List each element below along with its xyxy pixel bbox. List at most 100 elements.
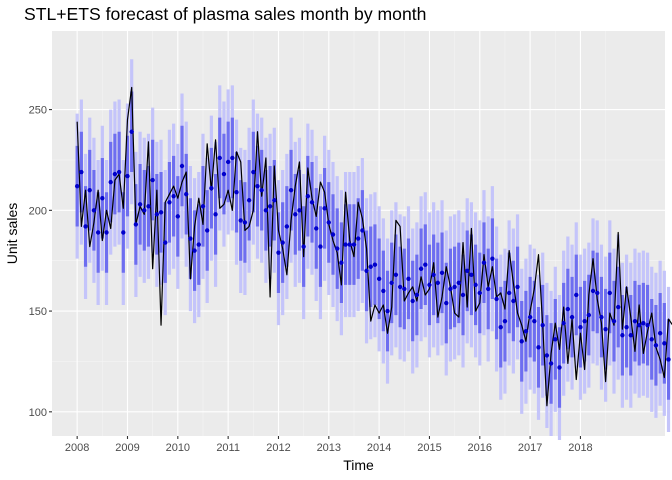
x-tick-label: 2017 <box>518 442 542 454</box>
forecast-point <box>536 345 541 350</box>
forecast-point <box>620 333 625 338</box>
forecast-point <box>314 226 319 231</box>
forecast-point <box>104 230 109 235</box>
forecast-point <box>184 192 189 197</box>
forecast-point <box>540 322 545 328</box>
forecast-point <box>662 341 667 346</box>
forecast-point <box>242 220 248 225</box>
forecast-point <box>611 318 617 324</box>
y-tick-label: 150 <box>29 306 47 318</box>
forecast-point <box>393 272 399 278</box>
x-tick-label: 2011 <box>216 442 240 454</box>
forecast-point <box>628 333 633 338</box>
x-tick-label: 2015 <box>417 442 441 454</box>
y-tick-label: 200 <box>29 205 47 217</box>
forecast-point <box>645 322 650 328</box>
forecast-point <box>83 224 88 229</box>
forecast-point <box>116 169 122 175</box>
forecast-point <box>179 163 185 169</box>
x-tick-label: 2009 <box>115 442 139 454</box>
forecast-point <box>477 290 482 296</box>
forecast-point <box>439 270 445 275</box>
forecast-point <box>410 298 415 304</box>
forecast-point <box>490 256 495 261</box>
forecast-point <box>175 214 181 219</box>
forecast-point <box>376 276 382 282</box>
forecast-point <box>523 329 529 334</box>
forecast-point <box>607 290 613 296</box>
forecast-point <box>209 185 214 191</box>
forecast-point <box>343 242 348 247</box>
x-tick-label: 2013 <box>317 442 341 454</box>
y-tick-label: 250 <box>29 105 47 117</box>
forecast-point <box>636 322 642 328</box>
forecast-point <box>498 324 503 330</box>
forecast-point <box>494 296 499 302</box>
x-axis-ticks: 2008 2009 2010 2011 2012 2013 2014 2015 2016 2017… <box>65 436 593 454</box>
forecast-point <box>288 187 294 193</box>
forecast-point <box>485 286 491 292</box>
forecast-point <box>360 228 365 233</box>
forecast-point <box>125 173 130 179</box>
forecast-point <box>188 236 193 241</box>
x-tick-label: 2012 <box>266 442 290 454</box>
forecast-point <box>347 242 352 247</box>
forecast-point <box>263 208 269 213</box>
forecast-point <box>309 200 315 205</box>
forecast-point <box>544 353 550 358</box>
forecast-point <box>163 240 168 245</box>
forecast-point <box>137 202 143 207</box>
forecast-point <box>112 171 118 177</box>
forecast-point <box>154 212 160 217</box>
forecast-point <box>586 312 592 318</box>
x-tick-label: 2010 <box>166 442 190 454</box>
forecast-point <box>91 208 97 213</box>
forecast-point <box>381 288 386 294</box>
forecast-point <box>267 204 273 209</box>
forecast-point <box>448 286 453 292</box>
forecast-point <box>435 280 441 286</box>
forecast-point <box>284 224 290 229</box>
forecast-point <box>339 260 344 265</box>
forecast-point <box>578 324 583 330</box>
forecast-point <box>200 204 206 209</box>
forecast-point <box>574 292 579 298</box>
forecast-point <box>569 314 575 320</box>
forecast-point <box>632 318 638 324</box>
forecast-point <box>519 339 524 344</box>
y-axis-ticks: 100 150 200 250 <box>29 105 52 419</box>
forecast-point <box>389 280 394 286</box>
forecast-point <box>355 236 361 241</box>
forecast-point <box>511 298 516 304</box>
forecast-point <box>318 244 323 249</box>
forecast-point <box>502 318 508 324</box>
forecast-point <box>280 240 285 245</box>
forecast-point <box>276 250 281 255</box>
forecast-point <box>423 262 428 267</box>
forecast-point <box>121 230 126 235</box>
forecast-point <box>506 290 512 296</box>
forecast-point <box>431 272 436 278</box>
forecast-point <box>615 304 621 310</box>
forecast-point <box>582 318 587 324</box>
forecast-point <box>301 244 306 249</box>
forecast-point <box>532 318 537 324</box>
x-axis-title: Time <box>343 457 374 473</box>
forecast-point <box>460 292 466 298</box>
forecast-point <box>171 194 176 199</box>
forecast-point <box>406 276 411 282</box>
forecast-point <box>150 177 155 183</box>
forecast-point <box>100 196 105 201</box>
forecast-point <box>590 288 596 294</box>
forecast-point <box>402 286 407 292</box>
forecast-point <box>641 320 646 326</box>
forecast-point <box>297 208 302 213</box>
forecast-point <box>251 169 256 175</box>
forecast-point <box>666 357 671 362</box>
forecast-point <box>334 246 340 251</box>
x-tick-label: 2014 <box>367 442 391 454</box>
forecast-point <box>129 129 134 134</box>
forecast-point <box>217 155 222 161</box>
forecast-point <box>456 280 462 286</box>
forecast-point <box>238 218 243 223</box>
